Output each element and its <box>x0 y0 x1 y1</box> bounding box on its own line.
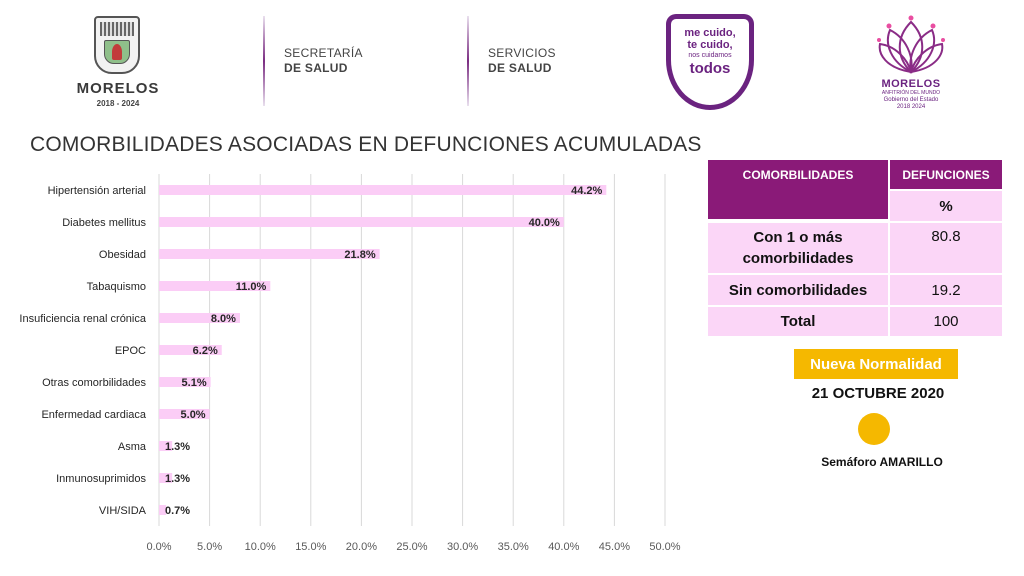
secretaria-line2: DE SALUD <box>284 61 348 75</box>
x-tick-label: 25.0% <box>396 541 427 553</box>
data-label: 5.1% <box>182 377 207 389</box>
bar <box>159 505 167 515</box>
state-seal-logo <box>94 16 140 74</box>
x-tick-label: 40.0% <box>548 541 579 553</box>
x-tick-label: 45.0% <box>599 541 630 553</box>
campaign-badge-logo: me cuido, te cuido, nos cuidamos todos <box>666 14 754 110</box>
page-title: COMORBILIDADES ASOCIADAS EN DEFUNCIONES … <box>30 133 702 156</box>
category-label: Enfermedad cardiaca <box>41 409 146 421</box>
category-label: Tabaquismo <box>87 281 146 293</box>
bar <box>159 409 210 419</box>
table-header-filler <box>708 189 888 219</box>
bar <box>159 217 564 227</box>
x-tick-label: 30.0% <box>447 541 478 553</box>
right-logo-gob: Gobierno del Estado 2018 2024 <box>856 97 966 111</box>
data-label: 5.0% <box>181 409 206 421</box>
category-label: Obesidad <box>99 249 146 261</box>
x-tick-label: 35.0% <box>498 541 529 553</box>
data-label: 1.3% <box>165 441 190 453</box>
x-tick-label: 20.0% <box>346 541 377 553</box>
category-label: Hipertensión arterial <box>48 185 146 197</box>
phase-badge: Nueva Normalidad <box>794 349 958 379</box>
data-label: 21.8% <box>344 249 375 261</box>
category-label: EPOC <box>115 345 146 357</box>
category-label: Insuficiencia renal crónica <box>19 313 146 325</box>
table-row-value: 19.2 <box>890 275 1002 305</box>
semaforo-label: Semáforo AMARILLO <box>821 455 943 469</box>
table-row-label-line1: Con 1 o más <box>753 229 843 246</box>
right-logo-gob-text: Gobierno del Estado <box>883 97 939 103</box>
table-row-value: 80.8 <box>890 223 1002 273</box>
category-label: Diabetes mellitus <box>62 217 146 229</box>
report-date: 21 OCTUBRE 2020 <box>811 385 945 402</box>
table-header-unit: % <box>890 191 1002 221</box>
right-logo-years: 2018 2024 <box>896 104 926 110</box>
bar <box>159 377 211 387</box>
table-header-defunciones: DEFUNCIONES <box>890 160 1002 189</box>
table-row-value: 100 <box>890 307 1002 336</box>
data-label: 11.0% <box>236 281 267 293</box>
data-label: 8.0% <box>211 313 236 325</box>
bar <box>159 249 380 259</box>
servicios-line2: DE SALUD <box>488 61 552 75</box>
bar <box>159 473 173 483</box>
slogan-line2: te cuido, <box>687 39 733 51</box>
slogan-line4: todos <box>689 60 731 77</box>
data-label: 0.7% <box>165 505 190 517</box>
x-tick-label: 10.0% <box>245 541 276 553</box>
category-label: Asma <box>118 441 147 453</box>
data-label: 40.0% <box>529 217 560 229</box>
servicios-logo: SERVICIOS DE SALUD <box>488 46 556 76</box>
data-label: 6.2% <box>193 345 218 357</box>
right-logo-name: MORELOS <box>881 78 941 90</box>
category-label: VIH/SIDA <box>99 505 147 517</box>
data-label: 1.3% <box>165 473 190 485</box>
bar <box>159 185 607 195</box>
slogan-line3: nos cuidamos <box>688 52 732 59</box>
data-label: 44.2% <box>571 185 602 197</box>
x-tick-label: 5.0% <box>197 541 222 553</box>
secretaria-line1: SECRETARÍA <box>284 46 363 60</box>
state-name: MORELOS <box>76 80 160 97</box>
flower-logo-icon <box>877 15 945 74</box>
right-logo-sub: ANFITRIÓN DEL MUNDO <box>881 90 941 96</box>
slogan-line1: me cuido, <box>684 27 736 39</box>
table-row-label-line2: comorbilidades <box>742 250 854 267</box>
bar <box>159 313 240 323</box>
table-row-label: Sin comorbilidades <box>708 275 888 305</box>
state-years: 2018 - 2024 <box>96 99 140 108</box>
table-row-label: Con 1 o más comorbilidades <box>708 223 888 273</box>
x-tick-label: 0.0% <box>146 541 171 553</box>
table-header-comorbilidades: COMORBILIDADES <box>708 160 888 189</box>
semaforo-light-icon <box>858 413 890 445</box>
comorbidity-bar-chart: 0.0% 5.0% 10.0% 15.0% 20.0% 25.0% 30.0% 35.0% 40… <box>19 174 681 553</box>
category-label: Otras comorbilidades <box>42 377 146 389</box>
category-label: Inmunosuprimidos <box>56 473 146 485</box>
bar <box>159 345 222 355</box>
page-header: MORELOS 2018 - 2024 SECRETARÍA DE SALUD … <box>0 0 1024 120</box>
x-tick-label: 15.0% <box>295 541 326 553</box>
table-row-label: Total <box>708 307 888 336</box>
x-tick-label: 50.0% <box>649 541 680 553</box>
secretaria-logo: SECRETARÍA DE SALUD <box>284 46 363 76</box>
divider <box>467 16 469 106</box>
bar <box>159 441 173 451</box>
servicios-line1: SERVICIOS <box>488 46 556 60</box>
summary-table: COMORBILIDADES DEFUNCIONES % Con 1 o más… <box>708 160 1002 336</box>
bar <box>159 281 271 291</box>
divider <box>263 16 265 106</box>
